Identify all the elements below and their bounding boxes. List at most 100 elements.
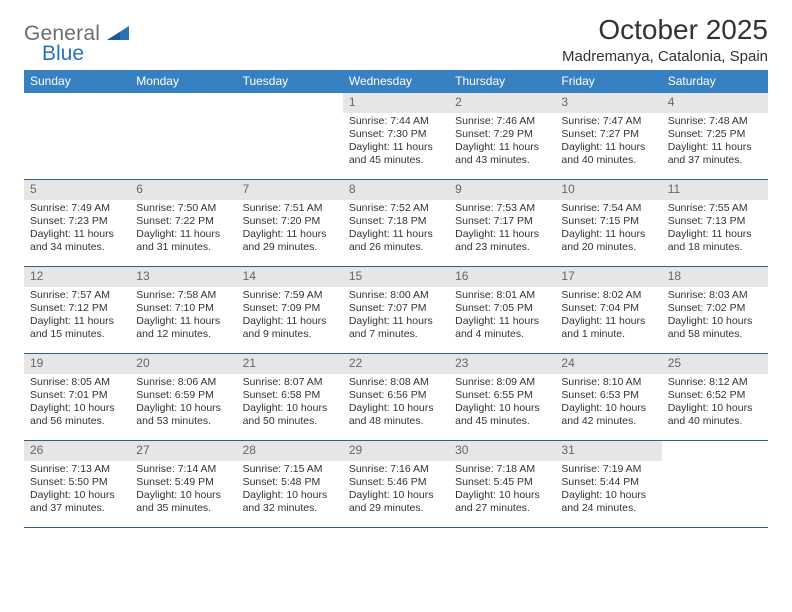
day-number: 30 [449,441,555,461]
day-daylight1: Daylight: 11 hours [455,228,549,241]
day-details: Sunrise: 7:44 AMSunset: 7:30 PMDaylight:… [343,113,449,172]
day-sunset: Sunset: 7:07 PM [349,302,443,315]
week-row: 19Sunrise: 8:05 AMSunset: 7:01 PMDayligh… [24,354,768,441]
day-details: Sunrise: 8:12 AMSunset: 6:52 PMDaylight:… [662,374,768,433]
day-sunrise: Sunrise: 8:03 AM [668,289,762,302]
day-sunset: Sunset: 7:10 PM [136,302,230,315]
day-cell: 25Sunrise: 8:12 AMSunset: 6:52 PMDayligh… [662,354,768,440]
day-cell: 30Sunrise: 7:18 AMSunset: 5:45 PMDayligh… [449,441,555,527]
day-number: 17 [555,267,661,287]
day-number: 27 [130,441,236,461]
day-cell: 13Sunrise: 7:58 AMSunset: 7:10 PMDayligh… [130,267,236,353]
day-number: 7 [237,180,343,200]
brand-word-blue: Blue [42,42,129,66]
day-daylight2: and 1 minute. [561,328,655,341]
day-details: Sunrise: 7:54 AMSunset: 7:15 PMDaylight:… [555,200,661,259]
day-sunrise: Sunrise: 7:48 AM [668,115,762,128]
day-details: Sunrise: 7:58 AMSunset: 7:10 PMDaylight:… [130,287,236,346]
day-cell: 26Sunrise: 7:13 AMSunset: 5:50 PMDayligh… [24,441,130,527]
day-sunset: Sunset: 7:04 PM [561,302,655,315]
weekday-header: Tuesday [237,70,343,93]
day-sunrise: Sunrise: 7:55 AM [668,202,762,215]
day-sunrise: Sunrise: 7:51 AM [243,202,337,215]
week-row: 12Sunrise: 7:57 AMSunset: 7:12 PMDayligh… [24,267,768,354]
day-details: Sunrise: 7:14 AMSunset: 5:49 PMDaylight:… [130,461,236,520]
day-details: Sunrise: 7:55 AMSunset: 7:13 PMDaylight:… [662,200,768,259]
day-daylight2: and 9 minutes. [243,328,337,341]
day-daylight2: and 24 minutes. [561,502,655,515]
day-number: 21 [237,354,343,374]
day-daylight1: Daylight: 10 hours [243,489,337,502]
day-daylight1: Daylight: 10 hours [561,402,655,415]
day-details: Sunrise: 8:09 AMSunset: 6:55 PMDaylight:… [449,374,555,433]
day-number: 5 [24,180,130,200]
day-cell: 29Sunrise: 7:16 AMSunset: 5:46 PMDayligh… [343,441,449,527]
weekday-header: Saturday [662,70,768,93]
day-cell [130,93,236,179]
day-sunrise: Sunrise: 7:18 AM [455,463,549,476]
brand-text: General Blue [24,22,129,66]
day-daylight2: and 32 minutes. [243,502,337,515]
day-daylight2: and 7 minutes. [349,328,443,341]
day-daylight1: Daylight: 11 hours [243,228,337,241]
day-daylight2: and 53 minutes. [136,415,230,428]
day-sunset: Sunset: 5:46 PM [349,476,443,489]
brand-logo: General Blue [24,22,129,66]
day-sunset: Sunset: 7:22 PM [136,215,230,228]
day-cell: 1Sunrise: 7:44 AMSunset: 7:30 PMDaylight… [343,93,449,179]
day-daylight2: and 18 minutes. [668,241,762,254]
day-number: 16 [449,267,555,287]
day-cell: 18Sunrise: 8:03 AMSunset: 7:02 PMDayligh… [662,267,768,353]
day-sunset: Sunset: 7:20 PM [243,215,337,228]
day-cell: 7 Sunrise: 7:51 AMSunset: 7:20 PMDaylight… [237,180,343,266]
day-sunrise: Sunrise: 8:02 AM [561,289,655,302]
day-details: Sunrise: 7:13 AMSunset: 5:50 PMDaylight:… [24,461,130,520]
day-sunset: Sunset: 7:05 PM [455,302,549,315]
day-daylight2: and 26 minutes. [349,241,443,254]
day-sunrise: Sunrise: 7:50 AM [136,202,230,215]
day-cell: 8Sunrise: 7:52 AMSunset: 7:18 PMDaylight… [343,180,449,266]
day-sunset: Sunset: 5:45 PM [455,476,549,489]
day-daylight2: and 20 minutes. [561,241,655,254]
day-cell: 28Sunrise: 7:15 AMSunset: 5:48 PMDayligh… [237,441,343,527]
day-details: Sunrise: 7:57 AMSunset: 7:12 PMDaylight:… [24,287,130,346]
day-daylight1: Daylight: 11 hours [136,228,230,241]
day-details: Sunrise: 8:05 AMSunset: 7:01 PMDaylight:… [24,374,130,433]
day-daylight2: and 40 minutes. [668,415,762,428]
day-sunset: Sunset: 7:17 PM [455,215,549,228]
day-daylight2: and 43 minutes. [455,154,549,167]
day-cell: 17Sunrise: 8:02 AMSunset: 7:04 PMDayligh… [555,267,661,353]
day-daylight2: and 15 minutes. [30,328,124,341]
day-number: 20 [130,354,236,374]
day-daylight2: and 50 minutes. [243,415,337,428]
day-cell: 24Sunrise: 8:10 AMSunset: 6:53 PMDayligh… [555,354,661,440]
day-sunrise: Sunrise: 7:13 AM [30,463,124,476]
day-sunrise: Sunrise: 8:12 AM [668,376,762,389]
day-sunrise: Sunrise: 8:06 AM [136,376,230,389]
day-daylight2: and 58 minutes. [668,328,762,341]
day-daylight1: Daylight: 11 hours [243,315,337,328]
month-title: October 2025 [562,14,768,46]
day-daylight2: and 31 minutes. [136,241,230,254]
weekday-header: Wednesday [343,70,449,93]
weekday-header: Friday [555,70,661,93]
weekday-header-row: SundayMondayTuesdayWednesdayThursdayFrid… [24,70,768,93]
day-sunset: Sunset: 6:56 PM [349,389,443,402]
weekday-header: Monday [130,70,236,93]
day-cell: 27Sunrise: 7:14 AMSunset: 5:49 PMDayligh… [130,441,236,527]
day-number: 26 [24,441,130,461]
day-number: 15 [343,267,449,287]
day-daylight1: Daylight: 10 hours [136,402,230,415]
day-cell: 22Sunrise: 8:08 AMSunset: 6:56 PMDayligh… [343,354,449,440]
week-row: 26Sunrise: 7:13 AMSunset: 5:50 PMDayligh… [24,441,768,528]
day-sunrise: Sunrise: 8:07 AM [243,376,337,389]
day-cell [662,441,768,527]
day-cell: 19Sunrise: 8:05 AMSunset: 7:01 PMDayligh… [24,354,130,440]
day-daylight1: Daylight: 11 hours [455,315,549,328]
day-details: Sunrise: 8:08 AMSunset: 6:56 PMDaylight:… [343,374,449,433]
day-number: 31 [555,441,661,461]
day-daylight2: and 40 minutes. [561,154,655,167]
day-details: Sunrise: 7:18 AMSunset: 5:45 PMDaylight:… [449,461,555,520]
day-sunset: Sunset: 7:30 PM [349,128,443,141]
day-sunset: Sunset: 6:52 PM [668,389,762,402]
